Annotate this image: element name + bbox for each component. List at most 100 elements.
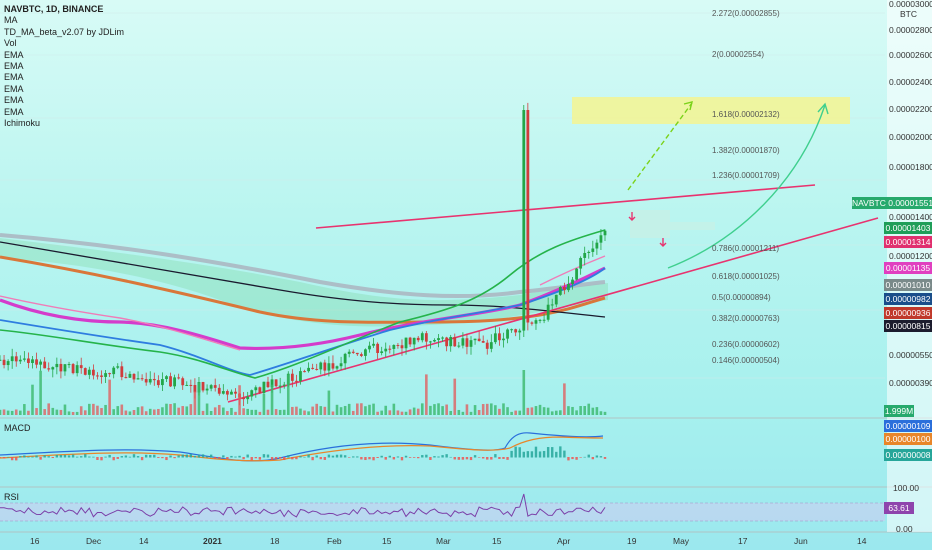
candle-body: [136, 378, 140, 380]
volume-bar: [550, 411, 554, 415]
volume-bar: [599, 411, 603, 415]
volume-bar: [392, 403, 396, 415]
macd-histogram: [0, 446, 607, 461]
legend-item[interactable]: TD_MA_beta_v2.07 by JDLim: [4, 26, 125, 37]
legend-item[interactable]: Vol: [4, 38, 17, 49]
legend-item[interactable]: EMA: [4, 49, 24, 60]
x-label: 16: [30, 536, 40, 546]
volume-bar: [274, 409, 278, 415]
macd-histogram-bar: [234, 456, 237, 458]
volume-bar: [457, 409, 461, 415]
legend-item[interactable]: EMA: [4, 61, 24, 72]
candle-body: [112, 367, 116, 375]
rsi-title[interactable]: RSI: [4, 492, 20, 502]
volume-bar: [88, 403, 91, 415]
volume-bar: [563, 383, 566, 415]
volume-bar: [567, 406, 570, 415]
volume-bar: [319, 406, 323, 415]
candle-body: [384, 348, 388, 352]
macd-histogram-bar: [388, 455, 391, 458]
legend-item[interactable]: MA: [4, 15, 18, 26]
candle-body: [364, 349, 367, 356]
macd-histogram-bar: [303, 456, 306, 458]
volume-bar: [27, 410, 30, 415]
macd-histogram-bar: [15, 457, 18, 461]
volume-bar: [278, 409, 282, 415]
macd-histogram-bar: [47, 456, 50, 458]
candle-body: [246, 396, 250, 400]
rsi-band: [0, 503, 885, 521]
volume-bar: [506, 407, 509, 415]
volume-bar: [10, 410, 14, 415]
macd-histogram-bar: [283, 457, 286, 461]
macd-histogram-bar: [246, 454, 249, 458]
candle-body: [173, 377, 176, 387]
macd-histogram-bar: [380, 455, 383, 458]
candle-body: [522, 110, 526, 331]
volume-bar: [112, 409, 115, 415]
candle-body: [140, 378, 144, 380]
legend-item[interactable]: EMA: [4, 83, 24, 94]
volume-bar: [181, 406, 185, 415]
macd-line: [0, 432, 604, 462]
macd-histogram-bar: [177, 455, 180, 458]
candle-body: [408, 337, 412, 345]
macd-histogram-bar: [315, 455, 318, 458]
upper-trendline: [315, 184, 816, 229]
macd-histogram-bar: [218, 457, 221, 459]
candle-body: [230, 391, 233, 395]
ma-gray: [0, 233, 606, 299]
macd-histogram-bar: [104, 456, 107, 458]
x-label: 18: [270, 536, 280, 546]
volume-bar: [201, 410, 205, 415]
x-label: 17: [738, 536, 748, 546]
candle-body: [201, 382, 205, 391]
macd-histogram-bar: [522, 451, 525, 458]
macd-histogram-bar: [445, 454, 448, 458]
candle-body: [234, 391, 237, 394]
macd-tag: 0.00000109: [884, 420, 932, 432]
volume-bar: [75, 411, 79, 415]
volume-bar: [396, 410, 400, 415]
volume-bars: [0, 370, 607, 415]
volume-bar: [530, 407, 534, 415]
macd-title[interactable]: MACD: [4, 423, 31, 433]
volume-bar: [429, 405, 432, 415]
volume-bar: [47, 403, 51, 415]
candle-body: [388, 348, 392, 350]
candle-body: [489, 342, 493, 349]
fib-label: 2(0.00002554): [712, 50, 764, 59]
candle-body: [225, 391, 229, 395]
volume-bar: [63, 404, 67, 415]
candle-body: [567, 284, 570, 291]
symbol-title[interactable]: NAVBTC, 1D, BINANCE: [4, 4, 104, 14]
volume-bar: [522, 370, 526, 415]
volume-bar: [510, 411, 513, 415]
volume-bar: [226, 411, 229, 415]
time-axis: 16 Dec 14 2021 18 Feb 15 Mar 15 Apr 19 M…: [30, 536, 867, 546]
x-label: 15: [492, 536, 502, 546]
volume-bar: [6, 410, 10, 415]
volume-bar: [384, 405, 388, 415]
macd-histogram-bar: [453, 457, 456, 460]
macd-histogram-bar: [595, 455, 599, 458]
macd-histogram-bar: [262, 454, 266, 458]
macd-histogram-bar: [530, 451, 534, 458]
candle-body: [392, 345, 396, 349]
candles-layer: [0, 102, 607, 407]
candle-body: [104, 373, 107, 377]
price-tag: 0.00001010: [884, 279, 932, 291]
candle-body: [2, 359, 6, 366]
candle-body: [473, 338, 477, 341]
macd-histogram-bar: [278, 457, 282, 459]
macd-histogram-bar: [274, 457, 278, 460]
legend-item[interactable]: Ichimoku: [4, 118, 41, 129]
legend-item[interactable]: EMA: [4, 95, 24, 106]
candle-body: [416, 337, 420, 341]
legend-item[interactable]: EMA: [4, 106, 24, 117]
legend-item[interactable]: EMA: [4, 72, 24, 83]
candle-body: [546, 304, 550, 320]
candle-body: [148, 378, 152, 383]
